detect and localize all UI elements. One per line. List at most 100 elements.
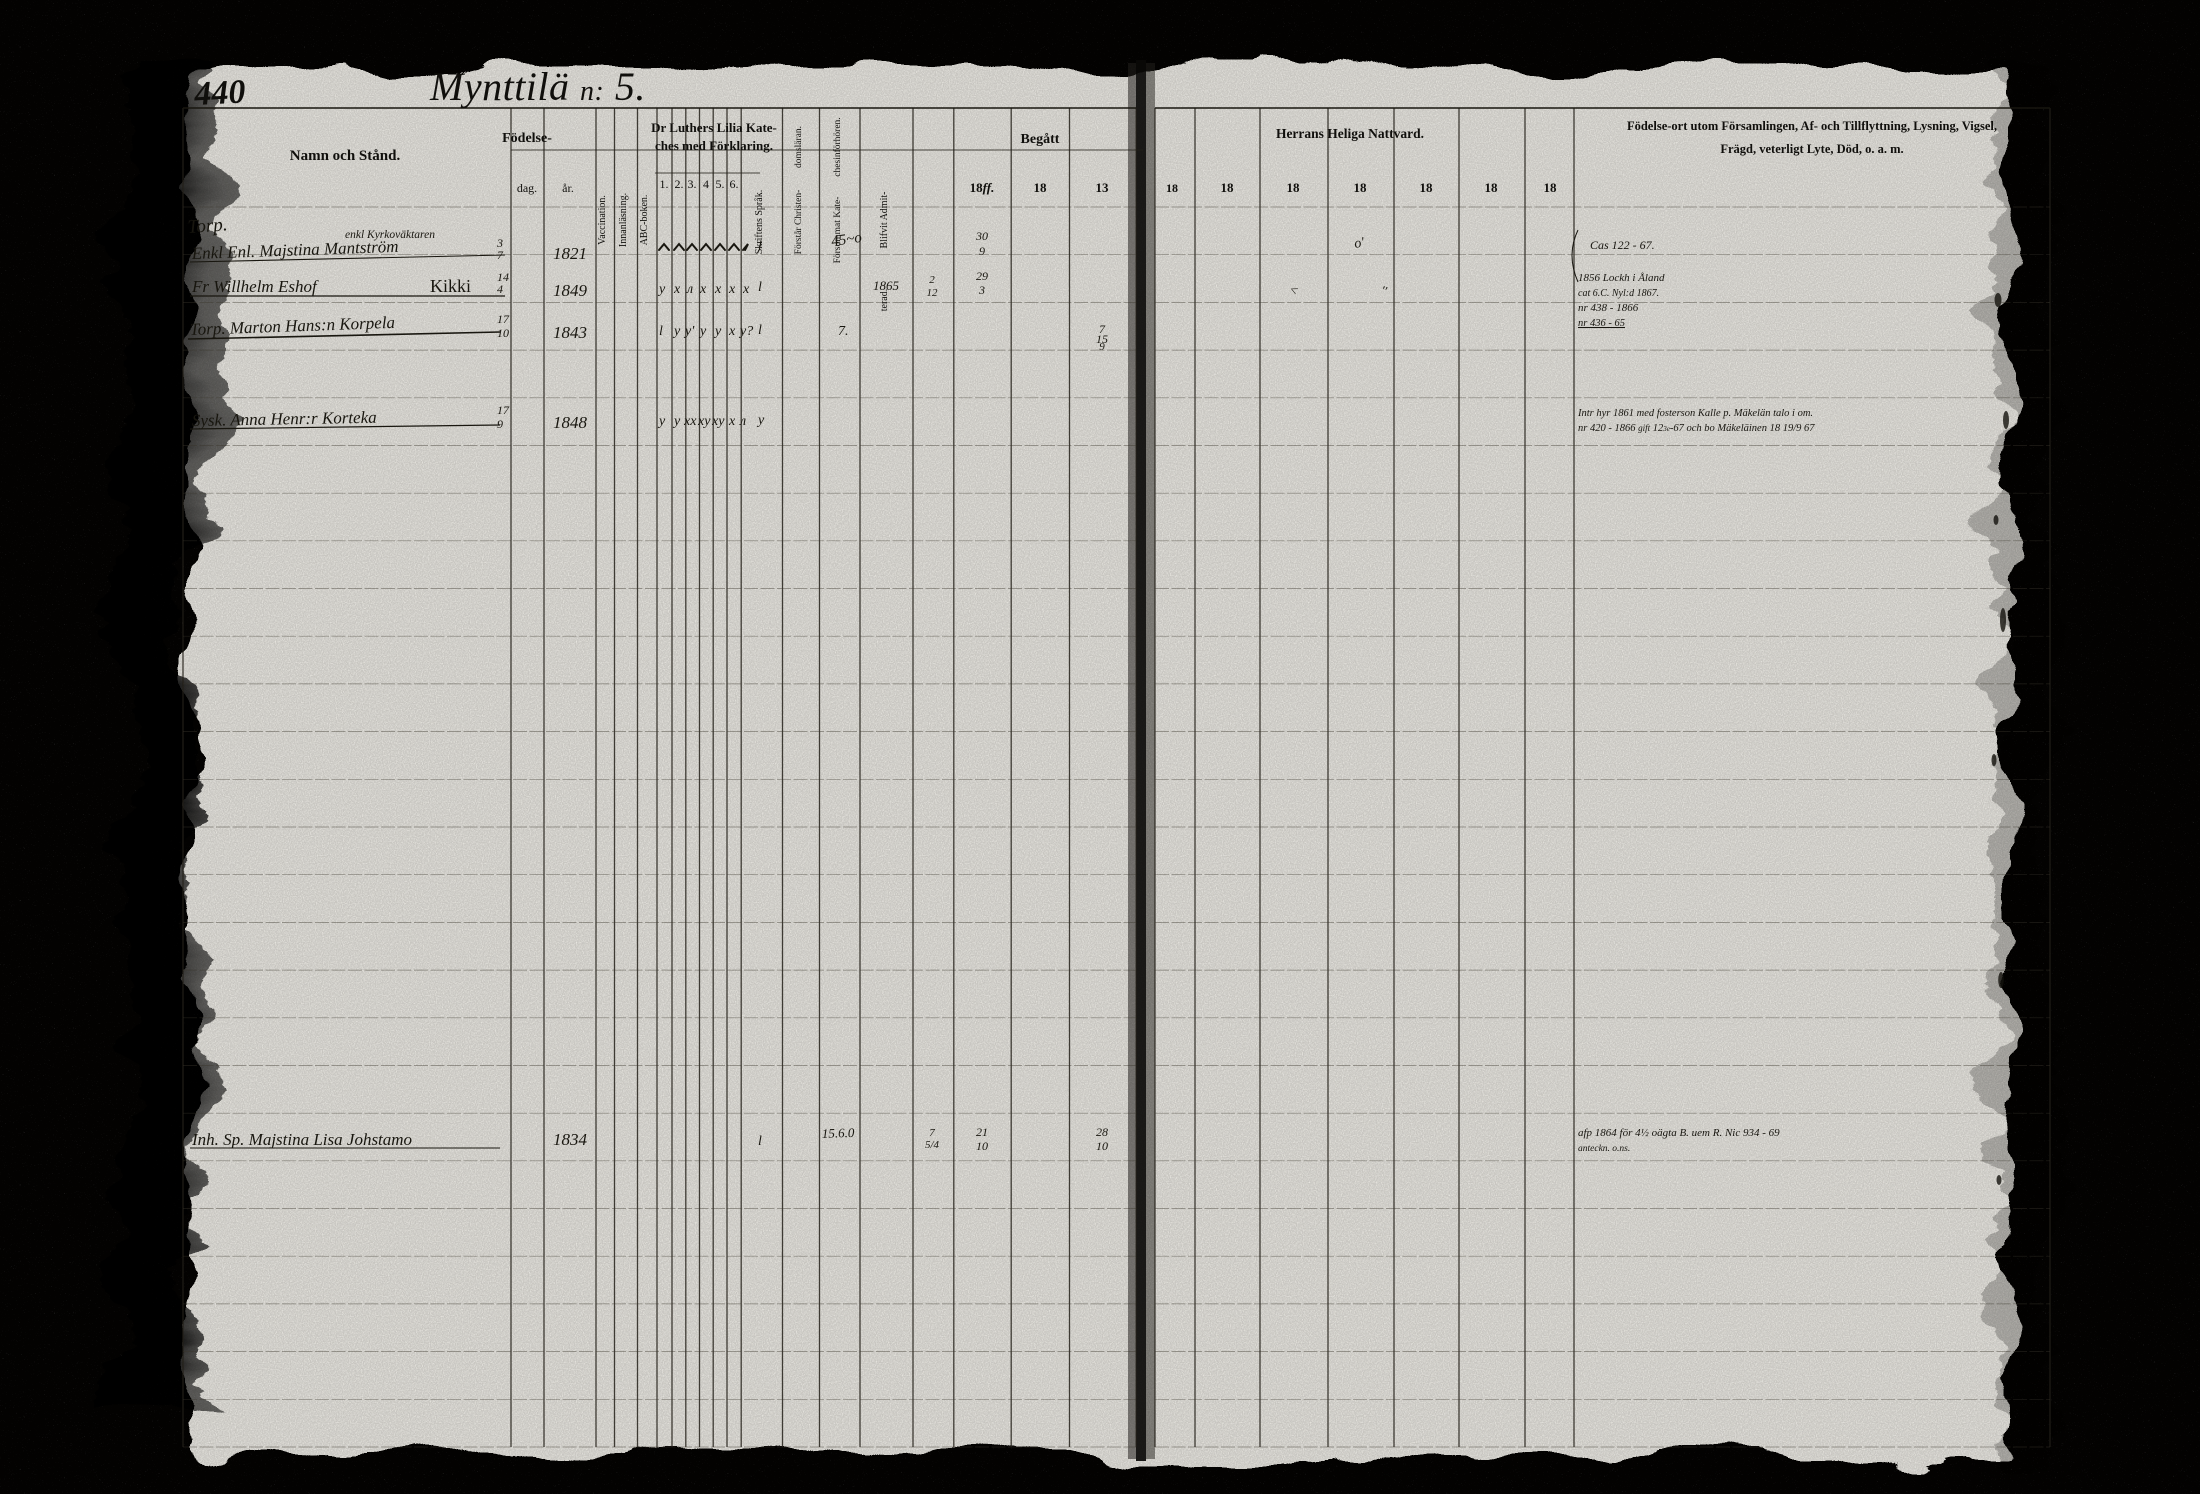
svg-text:y?: y? [738, 324, 753, 339]
svg-text:18: 18 [1354, 180, 1368, 195]
svg-text:Fr Willhelm Eshof: Fr Willhelm Eshof [191, 277, 319, 296]
svg-text:13: 13 [1096, 180, 1110, 195]
svg-text:4: 4 [497, 282, 503, 296]
svg-text:1.: 1. [660, 177, 669, 191]
svg-text:17: 17 [497, 312, 510, 326]
svg-text:5/4: 5/4 [925, 1139, 940, 1151]
svg-text:Frägd, veterligt Lyte, Död, o.: Frägd, veterligt Lyte, Död, o. a. m. [1720, 142, 1903, 156]
svg-text:7: 7 [497, 248, 504, 262]
svg-text:1821: 1821 [553, 244, 587, 263]
svg-text:y: y [756, 413, 765, 428]
svg-text:9: 9 [979, 244, 985, 258]
svg-text:nr 420 - 1866 gift 123e-67 och: nr 420 - 1866 gift 123e-67 och bo Mäkelä… [1578, 423, 1815, 434]
svg-text:1848: 1848 [553, 413, 588, 432]
svg-text:domsläran.: domsläran. [794, 126, 804, 168]
svg-text:x: x [728, 282, 736, 297]
svg-text:18ff.: 18ff. [970, 180, 995, 195]
svg-text:chesinförhören.: chesinförhören. [832, 117, 843, 176]
svg-text:10: 10 [1096, 1139, 1108, 1153]
svg-text:30: 30 [975, 229, 988, 243]
svg-text:Begått: Begått [1021, 132, 1060, 147]
svg-text:18: 18 [1166, 181, 1178, 195]
svg-text:Försummat Kate-: Försummat Kate- [833, 197, 843, 264]
svg-text:xy: xy [697, 414, 711, 429]
svg-text:1834: 1834 [553, 1130, 588, 1149]
svg-text:Förstår Christen-: Förstår Christen- [793, 190, 804, 255]
svg-text:x: x [714, 282, 722, 297]
svg-text:Dr Luthers Lilia Kate-: Dr Luthers Lilia Kate- [651, 120, 777, 135]
svg-text:21: 21 [976, 1125, 988, 1139]
svg-text:ches med Förklaring.: ches med Förklaring. [655, 138, 773, 153]
svg-text:28: 28 [1096, 1125, 1108, 1139]
svg-text:1856 Lockh i Åland: 1856 Lockh i Åland [1578, 272, 1665, 284]
svg-text:cat 6.C. Nyl:d 1867.: cat 6.C. Nyl:d 1867. [1578, 288, 1659, 299]
svg-text:anteckn. o.ns.: anteckn. o.ns. [1578, 1144, 1630, 1154]
svg-text:xx: xx [683, 414, 697, 429]
svg-text:Vaccination.: Vaccination. [597, 195, 608, 245]
svg-text:ᴫ: ᴫ [739, 414, 746, 429]
svg-text:9: 9 [1099, 341, 1105, 353]
svg-text:y: y [672, 414, 681, 429]
svg-text:18: 18 [1485, 180, 1499, 195]
svg-text:x: x [728, 324, 736, 339]
svg-text:Kikki: Kikki [430, 276, 471, 296]
svg-text:7: 7 [929, 1127, 935, 1139]
svg-text:6.: 6. [730, 177, 739, 191]
svg-text:y: y [657, 414, 666, 429]
svg-text:440: 440 [192, 73, 246, 113]
svg-text:x: x [673, 282, 681, 297]
svg-text:y': y' [683, 324, 695, 339]
svg-text:18: 18 [1034, 180, 1048, 195]
svg-text:18: 18 [1221, 180, 1235, 195]
svg-text:10: 10 [497, 326, 509, 340]
svg-text:12: 12 [927, 287, 939, 299]
svg-text:3: 3 [978, 283, 985, 297]
svg-text:1849: 1849 [553, 281, 588, 300]
svg-text:10: 10 [976, 1139, 988, 1153]
svg-text:xy: xy [711, 414, 725, 429]
svg-text:l: l [758, 323, 762, 338]
svg-text:18: 18 [1420, 180, 1434, 195]
svg-text:x: x [699, 282, 707, 297]
svg-text:år.: år. [562, 181, 574, 195]
svg-text:3.: 3. [688, 177, 697, 191]
svg-text:l: l [758, 239, 762, 254]
svg-text:Intr hyr 1861 med fosterson Ka: Intr hyr 1861 med fosterson Kalle p. Mäk… [1577, 408, 1813, 419]
svg-text:Blifvit Admit-: Blifvit Admit- [879, 192, 890, 249]
svg-text:7.: 7. [838, 324, 849, 339]
svg-text:2.: 2. [675, 177, 684, 191]
svg-text:afp 1864 för 4½ oägta B. uem R: afp 1864 för 4½ oägta B. uem R. Nic 934 … [1578, 1127, 1780, 1139]
svg-text:Herrans Heliga Nattvard.: Herrans Heliga Nattvard. [1276, 126, 1424, 141]
svg-text:l: l [758, 1134, 762, 1149]
svg-text:Födelse-ort utom Församlingen,: Födelse-ort utom Församlingen, Af- och T… [1627, 119, 1997, 133]
svg-text:Mynttilä n: 5.: Mynttilä n: 5. [429, 64, 646, 109]
svg-text:x: x [742, 282, 750, 297]
svg-text:dag.: dag. [517, 181, 537, 195]
svg-text:y: y [713, 324, 722, 339]
svg-text:Torp.: Torp. [187, 214, 228, 238]
svg-text:5.: 5. [716, 177, 725, 191]
svg-text:1843: 1843 [553, 323, 587, 342]
svg-text:Namn och Stånd.: Namn och Stånd. [290, 148, 401, 164]
svg-text:Innanläsning.: Innanläsning. [618, 193, 629, 247]
svg-text:ABC-boken.: ABC-boken. [639, 195, 650, 246]
svg-text:18: 18 [1544, 180, 1558, 195]
svg-text:29: 29 [976, 269, 988, 283]
svg-text:ᴫ: ᴫ [686, 282, 693, 297]
svg-text:l: l [758, 280, 762, 295]
svg-text:nr 438 - 1866: nr 438 - 1866 [1578, 302, 1639, 314]
svg-text:Födelse-: Födelse- [502, 131, 552, 146]
svg-text:17: 17 [497, 403, 510, 417]
svg-text:18: 18 [1287, 180, 1301, 195]
svg-text:9: 9 [497, 417, 503, 431]
svg-text:1865: 1865 [873, 278, 900, 293]
svg-text:15.6.0: 15.6.0 [822, 1125, 856, 1141]
svg-text:l: l [659, 324, 663, 339]
svg-text:y: y [698, 324, 707, 339]
svg-text:nr 436 - 65: nr 436 - 65 [1578, 318, 1625, 329]
svg-text:Inh. Sp. Majstina Lisa Johstam: Inh. Sp. Majstina Lisa Johstamo [191, 1130, 412, 1149]
svg-text:2: 2 [929, 274, 935, 286]
svg-text:4: 4 [703, 177, 709, 191]
svg-text:y: y [672, 324, 681, 339]
svg-text:x: x [728, 414, 736, 429]
